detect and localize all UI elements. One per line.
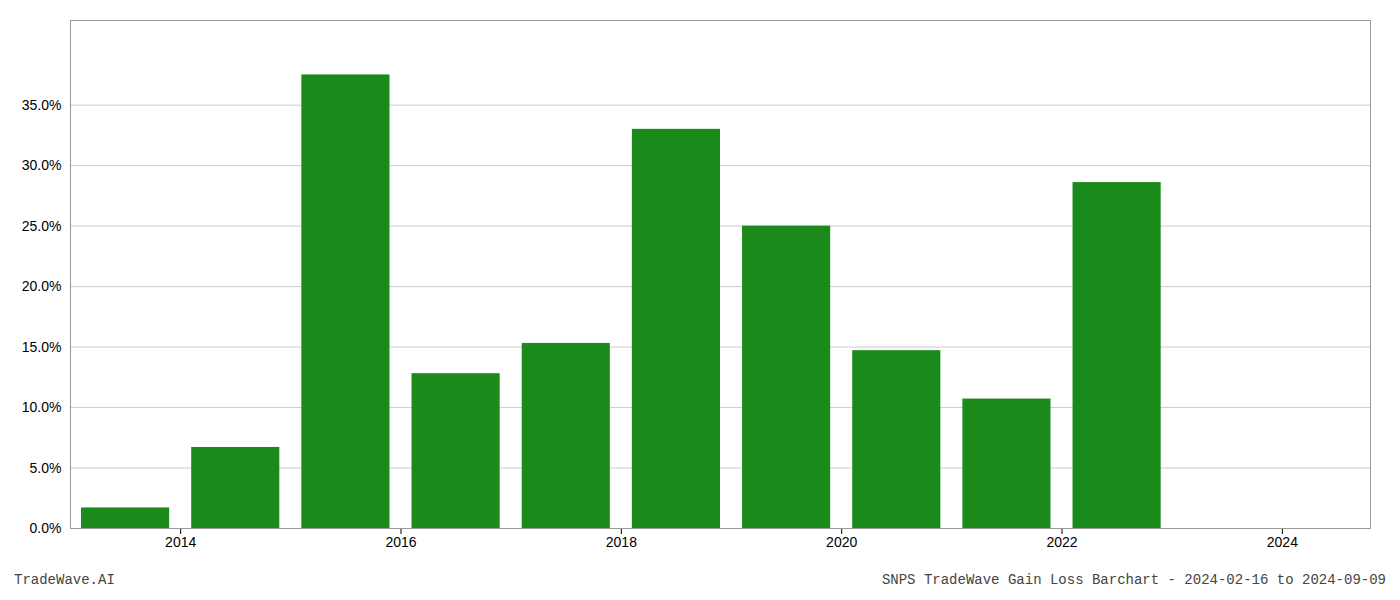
svg-text:2014: 2014	[165, 534, 196, 550]
svg-text:2020: 2020	[826, 534, 857, 550]
svg-text:20.0%: 20.0%	[22, 278, 62, 294]
svg-text:2016: 2016	[385, 534, 416, 550]
svg-text:0.0%: 0.0%	[30, 520, 62, 536]
html-text:SNPS TradeWave Gain Loss Barch: SNPS TradeWave Gain Loss Barchart - 2024…	[881, 572, 1386, 588]
svg-text:5.0%: 5.0%	[30, 460, 62, 476]
svg-text:10.0%: 10.0%	[22, 399, 62, 415]
svg-text:2024: 2024	[1267, 534, 1298, 550]
svg-text:2018: 2018	[606, 534, 637, 550]
svg-text:15.0%: 15.0%	[22, 339, 62, 355]
html-text:TradeWave.AI: TradeWave.AI	[14, 572, 115, 588]
svg-text:30.0%: 30.0%	[22, 157, 62, 173]
svg-text:25.0%: 25.0%	[22, 218, 62, 234]
svg-text:35.0%: 35.0%	[22, 97, 62, 113]
svg-text:2022: 2022	[1046, 534, 1077, 550]
